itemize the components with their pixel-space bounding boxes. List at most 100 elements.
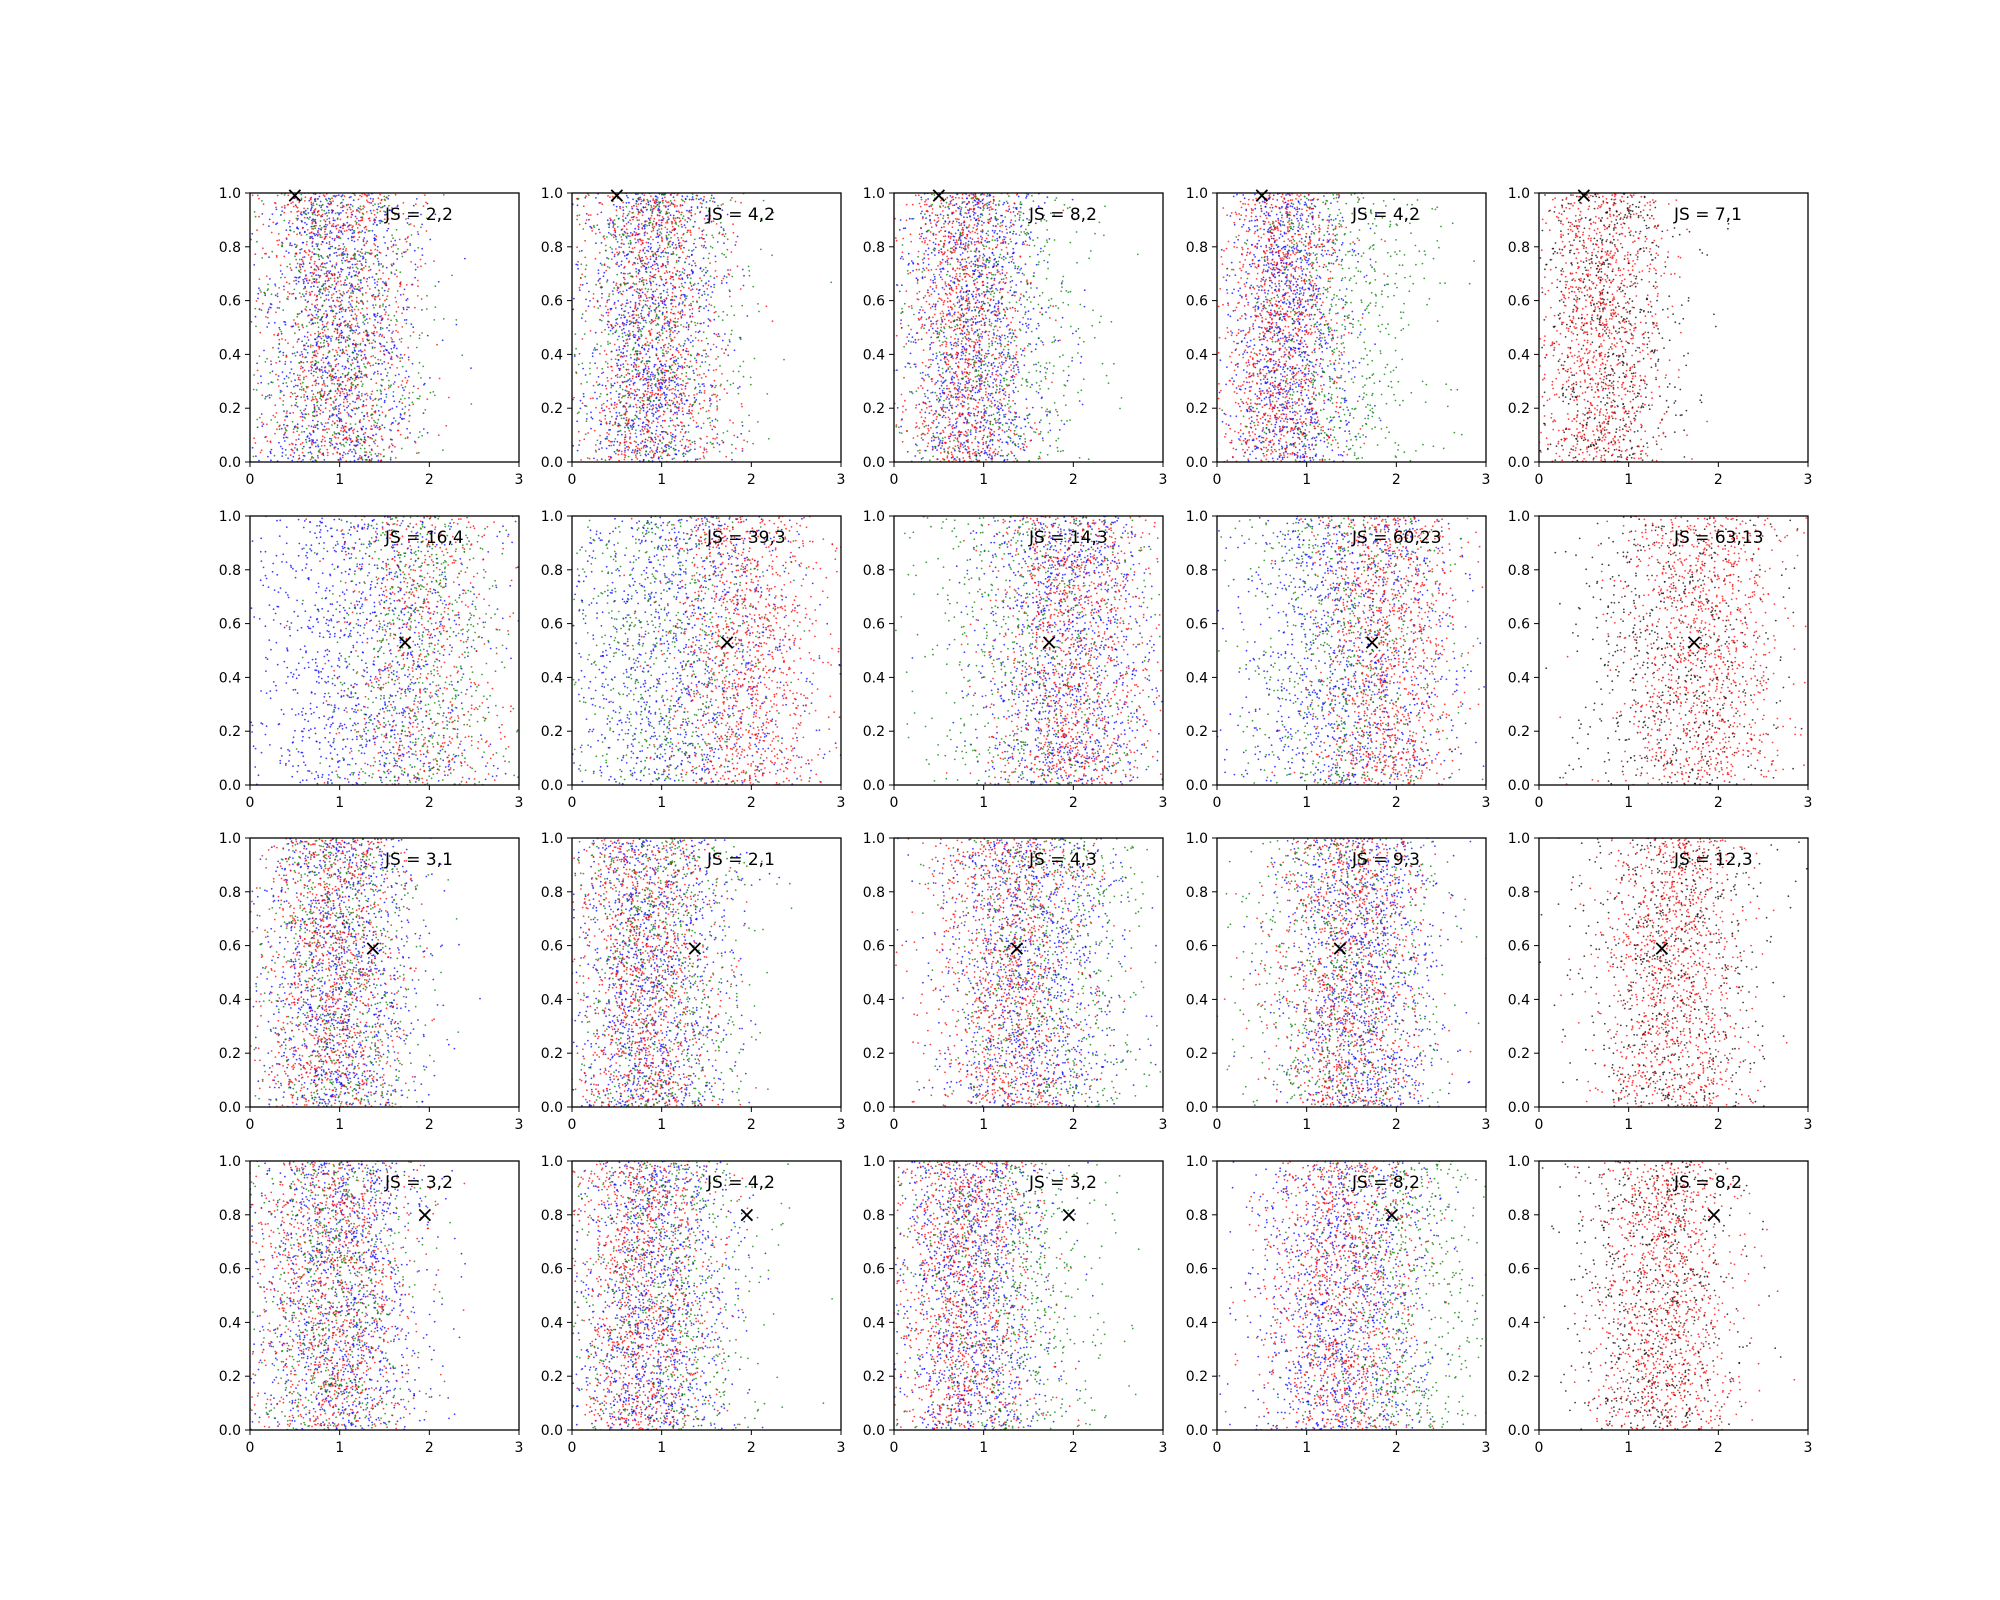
scatter-point (336, 351, 338, 354)
scatter-point (677, 236, 679, 239)
scatter-point (740, 201, 742, 204)
scatter-point (368, 288, 371, 290)
scatter-point (683, 269, 686, 271)
scatter-point (370, 249, 372, 252)
scatter-point (652, 229, 655, 232)
scatter-point (313, 253, 316, 255)
scatter-point (578, 223, 581, 226)
scatter-point (310, 285, 312, 288)
scatter-point (331, 420, 334, 423)
scatter-point (666, 433, 669, 435)
scatter-point (627, 312, 630, 314)
scatter-point (607, 195, 609, 197)
scatter-point (297, 280, 300, 283)
scatter-point (349, 403, 351, 405)
scatter-point (332, 200, 334, 203)
scatter-point (644, 206, 647, 209)
scatter-point (629, 232, 632, 234)
scatter-point (381, 220, 384, 223)
scatter-point (308, 249, 310, 252)
scatter-point (600, 242, 603, 244)
scatter-point (352, 287, 355, 289)
scatter-point (300, 361, 303, 363)
scatter-point (662, 344, 665, 347)
scatter-point (339, 273, 341, 276)
scatter-point (372, 364, 374, 367)
scatter-point (633, 440, 636, 443)
scatter-point (390, 358, 393, 361)
scatter-point (391, 340, 393, 343)
scatter-point (698, 403, 701, 405)
scatter-point (666, 221, 669, 224)
scatter-point (412, 331, 415, 333)
scatter-point (406, 298, 409, 300)
scatter-point (355, 329, 358, 332)
scatter-point (662, 306, 665, 309)
scatter-point (302, 282, 305, 285)
scatter-point (379, 359, 382, 361)
scatter-point (412, 403, 415, 406)
scatter-point (357, 435, 360, 438)
scatter-point (339, 391, 342, 393)
scatter-point (403, 389, 405, 392)
scatter-point (681, 384, 684, 387)
scatter-point (372, 262, 375, 265)
scatter-point (329, 444, 332, 447)
scatter-point (404, 238, 407, 241)
scatter-point (367, 339, 369, 342)
scatter-point (361, 376, 364, 379)
scatter-point (310, 323, 313, 326)
scatter-point (309, 216, 311, 219)
scatter-point (383, 399, 386, 402)
scatter-point (410, 261, 412, 263)
scatter-point (341, 268, 344, 271)
scatter-point (656, 446, 659, 449)
scatter-point (350, 326, 352, 328)
scatter-point (387, 362, 390, 365)
scatter-point (647, 250, 650, 253)
scatter-point (703, 449, 706, 451)
scatter-point (300, 412, 303, 414)
scatter-point (323, 272, 326, 275)
scatter-point (615, 418, 617, 421)
scatter-point (390, 246, 393, 248)
scatter-point (296, 219, 299, 221)
scatter-point (321, 292, 324, 295)
scatter-point (610, 444, 613, 447)
scatter-point (300, 365, 303, 368)
scatter-point (312, 419, 314, 422)
scatter-point (673, 204, 676, 207)
scatter-point (342, 227, 344, 230)
scatter-point (389, 366, 391, 369)
scatter-point (382, 272, 384, 274)
scatter-point (464, 257, 466, 260)
scatter-point (674, 425, 677, 428)
scatter-point (317, 330, 320, 333)
scatter-point (636, 450, 639, 452)
scatter-point (677, 210, 680, 213)
scatter-point (740, 403, 743, 405)
scatter-point (347, 261, 350, 263)
scatter-point (286, 415, 288, 418)
scatter-point (641, 306, 644, 309)
scatter-point (287, 296, 289, 298)
scatter-point (353, 230, 356, 232)
scatter-point (715, 396, 718, 398)
scatter-point (741, 447, 744, 450)
scatter-point (377, 454, 379, 457)
scatter-point (584, 196, 587, 199)
scatter-point (698, 391, 701, 394)
scatter-point (316, 401, 318, 404)
scatter-point (356, 458, 359, 461)
scatter-point (653, 207, 655, 210)
scatter-point (306, 207, 309, 210)
scatter-point (388, 446, 390, 449)
scatter-point (686, 209, 688, 212)
scatter-point (685, 240, 688, 243)
scatter-point (360, 457, 363, 460)
scatter-point (261, 421, 263, 424)
scatter-point (637, 337, 640, 340)
scatter-point (391, 264, 393, 267)
scatter-point (326, 199, 328, 202)
scatter-point (350, 224, 352, 227)
